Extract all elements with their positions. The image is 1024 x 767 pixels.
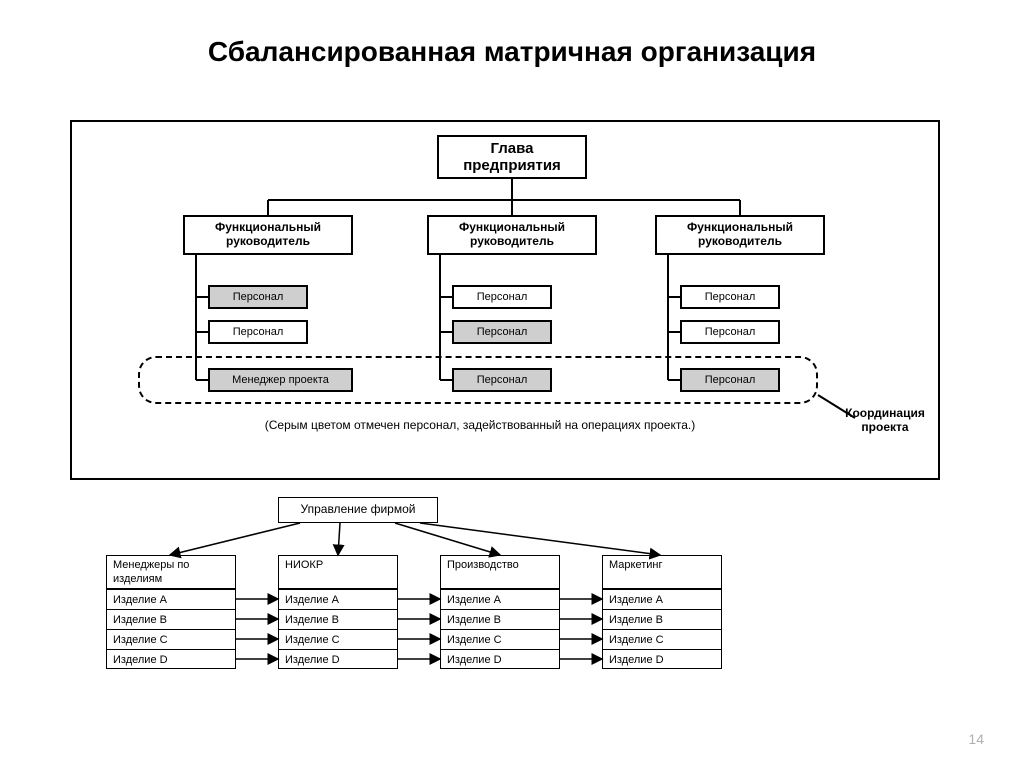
functional-node-label: Функциональныйруководитель [215,221,321,249]
matrix-cell: Изделие C [603,630,721,650]
page-number: 14 [968,731,984,747]
matrix-cell: Изделие D [603,650,721,670]
page-title: Сбалансированная матричная организация [0,36,1024,68]
staff-label: Персонал [705,291,756,304]
staff-node: Персонал [208,285,308,309]
matrix-cell: Изделие D [441,650,559,670]
matrix-cell: Изделие C [279,630,397,650]
matrix-cell: Изделие B [441,610,559,630]
matrix-col-body: Изделие AИзделие BИзделие CИзделие D [602,589,722,669]
functional-node: Функциональныйруководитель [183,215,353,255]
matrix-cell: Изделие A [107,590,235,610]
matrix-cell: Изделие C [107,630,235,650]
staff-node: Персонал [452,285,552,309]
functional-node-label: Функциональныйруководитель [459,221,565,249]
staff-node: Персонал [680,285,780,309]
matrix-cell: Изделие A [441,590,559,610]
matrix-cell: Изделие D [279,650,397,670]
matrix-cell: Изделие A [279,590,397,610]
coordination-label: Координацияпроекта [830,407,940,435]
matrix-col-body: Изделие AИзделие BИзделие CИзделие D [106,589,236,669]
matrix-col-head-label: НИОКР [279,556,397,574]
matrix-col-head: Производство [440,555,560,589]
staff-label: Персонал [233,326,284,339]
staff-node: Персонал [680,320,780,344]
mgmt-node: Управление фирмой [278,497,438,523]
staff-label: Персонал [705,326,756,339]
matrix-cell: Изделие C [441,630,559,650]
diagram-caption: (Серым цветом отмечен персонал, задейств… [200,418,760,432]
mgmt-node-label: Управление фирмой [301,503,416,517]
functional-node-label: Функциональныйруководитель [687,221,793,249]
head-node: Главапредприятия [437,135,587,179]
staff-node: Персонал [208,320,308,344]
staff-node: Персонал [452,320,552,344]
matrix-col-head-label: Маркетинг [603,556,721,574]
matrix-col-body: Изделие AИзделие BИзделие CИзделие D [278,589,398,669]
staff-label: Персонал [477,326,528,339]
head-node-label: Главапредприятия [463,140,561,175]
matrix-col-head-label: Производство [441,556,559,574]
functional-node: Функциональныйруководитель [655,215,825,255]
slide-page: Сбалансированная матричная организация [0,0,1024,767]
matrix-col-head: Менеджеры поизделиям [106,555,236,589]
matrix-col-head: Маркетинг [602,555,722,589]
project-coordination-box [138,356,818,404]
matrix-col-head: НИОКР [278,555,398,589]
matrix-cell: Изделие B [107,610,235,630]
staff-label: Персонал [233,291,284,304]
matrix-cell: Изделие B [279,610,397,630]
matrix-col-head-label: Менеджеры поизделиям [107,556,235,588]
functional-node: Функциональныйруководитель [427,215,597,255]
matrix-cell: Изделие B [603,610,721,630]
matrix-cell: Изделие D [107,650,235,670]
staff-label: Персонал [477,291,528,304]
matrix-col-body: Изделие AИзделие BИзделие CИзделие D [440,589,560,669]
matrix-cell: Изделие A [603,590,721,610]
